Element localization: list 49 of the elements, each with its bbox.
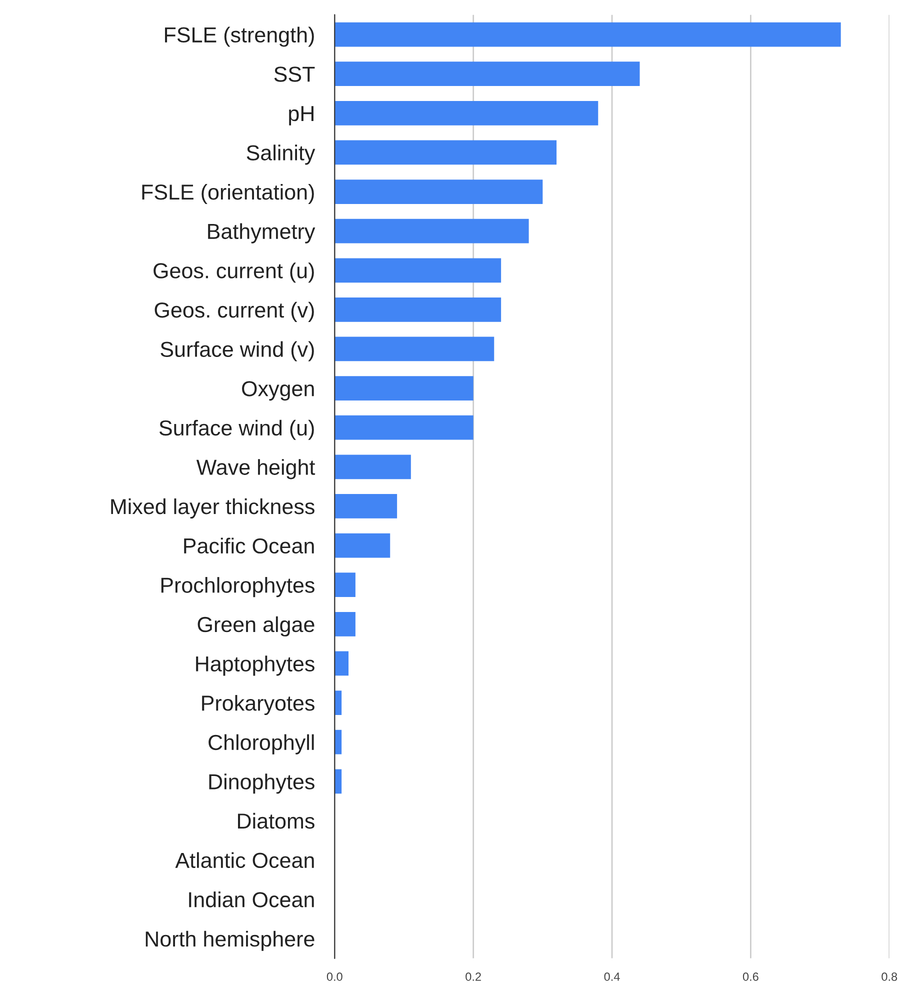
y-tick-label: Haptophytes: [196, 656, 314, 676]
y-tick-label: Mixed layer thickness: [111, 498, 314, 519]
x-tick-label: 0.2: [466, 972, 481, 981]
y-tick-label: FSLE (orientation): [142, 184, 314, 204]
y-tick-label: Chlorophyll: [208, 734, 314, 754]
bar: [334, 298, 502, 322]
y-tick-label: Geos. current (v): [154, 302, 314, 322]
x-tick-label: 0.8: [882, 972, 898, 981]
y-tick-label: Indian Ocean: [189, 892, 314, 908]
bar: [334, 572, 356, 598]
bar: [334, 180, 543, 204]
bar: [334, 62, 640, 86]
bar: [334, 494, 398, 518]
y-tick-label: Bathymetry: [208, 223, 316, 244]
y-tick-label: Dinophytes: [209, 774, 314, 794]
y-tick-label: FSLE (strength): [165, 26, 314, 47]
y-tick-label: Green algae: [198, 616, 314, 636]
x-tick-label: 0.6: [742, 972, 758, 981]
bar: [334, 218, 529, 244]
y-tick-label: Pacific Ocean: [184, 538, 314, 554]
y-tick-label: SST: [274, 66, 315, 82]
x-tick-label: 0.0: [326, 972, 342, 981]
bar: [334, 376, 474, 400]
x-tick-label: 0.4: [604, 972, 620, 981]
y-tick-label: pH: [289, 106, 314, 126]
bar: [334, 533, 390, 558]
bar: [334, 454, 411, 480]
y-tick-label: Geos. current (u): [154, 262, 314, 283]
bar: [334, 690, 342, 715]
y-tick-label: Diatoms: [238, 812, 314, 829]
bar: [334, 100, 598, 126]
y-tick-label: Surface wind (u): [159, 420, 314, 440]
y-tick-label: Atlantic Ocean: [175, 852, 314, 868]
y-tick-label: Salinity: [246, 144, 316, 165]
bar: [334, 258, 502, 283]
bar: [334, 336, 494, 362]
bar: [334, 612, 356, 636]
bar: [334, 651, 349, 676]
y-tick-label: Surface wind (v): [160, 341, 314, 362]
bar: [334, 415, 474, 440]
y-tick-label: Prokaryotes: [202, 694, 314, 716]
y-tick-label: Oxygen: [242, 381, 314, 401]
bar: [334, 730, 342, 754]
bar: [334, 769, 342, 794]
bar: [334, 140, 557, 165]
bar: [334, 22, 841, 47]
y-tick-label: Wave height: [196, 459, 316, 480]
y-tick-label: North hemisphere: [146, 930, 314, 951]
y-tick-label: Prochlorophytes: [161, 577, 314, 598]
